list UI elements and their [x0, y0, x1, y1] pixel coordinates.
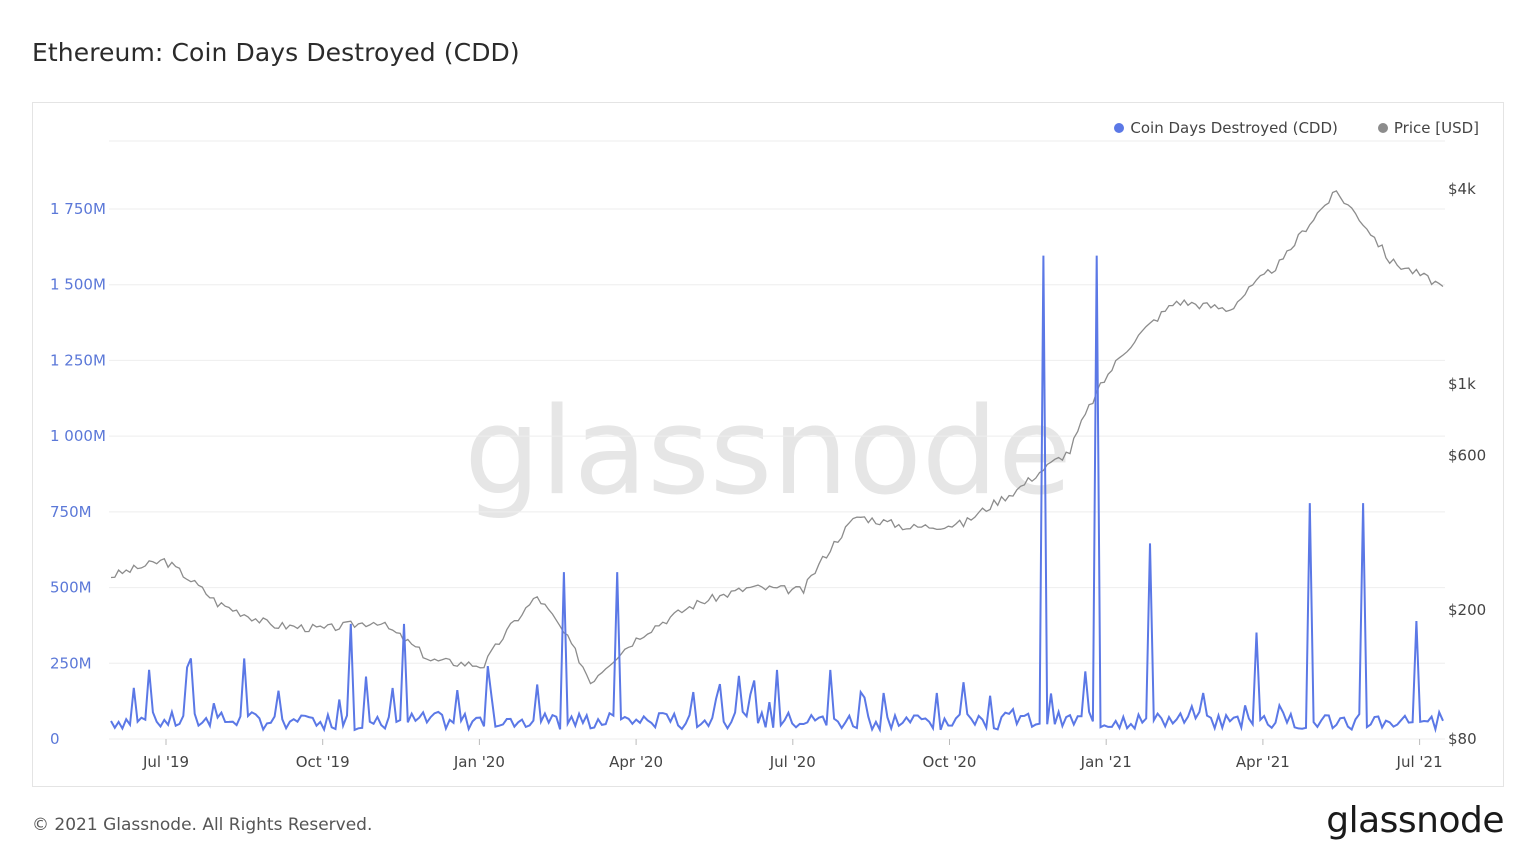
legend-label-cdd: Coin Days Destroyed (CDD): [1130, 119, 1338, 137]
x-tick-label: Jan '20: [453, 753, 505, 771]
series-line-price: [110, 190, 1444, 685]
y-left-tick-label: 1 500M: [50, 276, 106, 294]
glassnode-logo: glassnode: [1326, 800, 1504, 841]
y-right-tick-label: $4k: [1448, 180, 1476, 198]
watermark-text: glassnode: [464, 383, 1072, 522]
legend-item-cdd[interactable]: Coin Days Destroyed (CDD): [1114, 119, 1338, 137]
legend-dot-price: [1377, 123, 1388, 133]
series-line-cdd: [110, 255, 1444, 734]
x-tick-label: Jan '21: [1080, 753, 1132, 771]
x-tick-label: Jul '20: [769, 753, 816, 771]
x-tick-label: Jul '19: [142, 753, 189, 771]
y-left-tick-label: 1 000M: [50, 427, 106, 445]
chart-legend: Coin Days Destroyed (CDD) Price [USD]: [1114, 119, 1479, 137]
y-left-tick-label: 1 750M: [50, 200, 106, 218]
chart-panel: glassnode 0 250M 500M 750M 1 000M 1 250M 1 500M…: [32, 102, 1504, 787]
y-right-tick-label: $600: [1448, 447, 1486, 465]
y-left-tick-label: 750M: [50, 503, 92, 521]
y-left-tick-label: 0: [50, 730, 60, 748]
legend-dot-cdd: [1114, 123, 1125, 133]
y-left-tick-label: 250M: [50, 654, 92, 672]
chart-svg: glassnode 0 250M 500M 750M 1 000M 1 250M 1 500M…: [50, 140, 1486, 771]
y-left-tick-label: 1 250M: [50, 351, 106, 369]
legend-label-price: Price [USD]: [1393, 119, 1479, 137]
y-right-tick-label: $200: [1448, 601, 1486, 619]
x-tick-label: Apr '21: [1236, 753, 1290, 771]
x-tick-label: Apr '20: [609, 753, 663, 771]
y-right-tick-label: $80: [1448, 730, 1477, 748]
x-tick-label: Oct '20: [923, 753, 977, 771]
x-tick-label: Jul '21: [1396, 753, 1443, 771]
y-left-tick-label: 500M: [50, 579, 92, 597]
legend-item-price[interactable]: Price [USD]: [1377, 119, 1479, 137]
y-right-tick-label: $1k: [1448, 375, 1476, 393]
chart-title: Ethereum: Coin Days Destroyed (CDD): [32, 38, 520, 67]
x-tick-label: Oct '19: [296, 753, 350, 771]
copyright-text: © 2021 Glassnode. All Rights Reserved.: [32, 815, 373, 835]
